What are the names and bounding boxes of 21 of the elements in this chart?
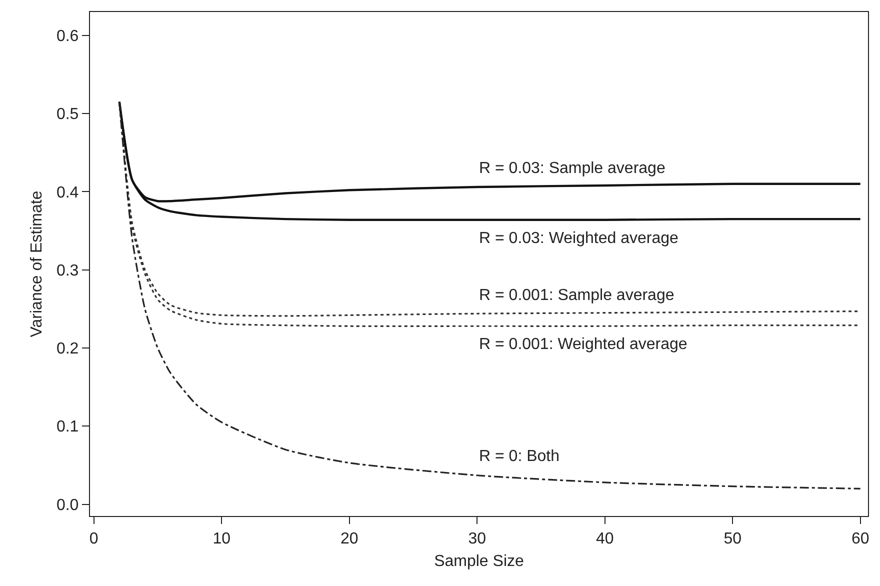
x-tick-label: 20	[340, 530, 358, 548]
series-label: R = 0.03: Weighted average	[479, 230, 678, 247]
x-axis-title: Sample Size	[434, 553, 524, 570]
x-tick-label: 50	[724, 530, 742, 548]
series-label: R = 0.03: Sample average	[479, 160, 666, 177]
y-tick-label: 0.6	[56, 28, 79, 46]
series-label: R = 0: Both	[479, 448, 560, 465]
x-tick-label: 10	[212, 530, 231, 548]
y-axis-title: Variance of Estimate	[28, 190, 46, 338]
x-tick-label: 30	[468, 530, 486, 548]
y-tick-label: 0.5	[56, 106, 79, 124]
series-label: R = 0.001: Weighted average	[479, 336, 688, 353]
x-tick-label: 40	[596, 530, 614, 548]
y-tick-label: 0.0	[56, 496, 79, 514]
y-tick-label: 0.3	[56, 262, 79, 280]
y-tick-label: 0.4	[56, 184, 79, 202]
y-tick-label: 0.2	[56, 340, 79, 358]
y-tick-label: 0.1	[56, 418, 79, 436]
x-tick-label: 60	[851, 530, 870, 548]
x-tick-label: 0	[89, 530, 98, 548]
series-label: R = 0.001: Sample average	[479, 287, 674, 304]
